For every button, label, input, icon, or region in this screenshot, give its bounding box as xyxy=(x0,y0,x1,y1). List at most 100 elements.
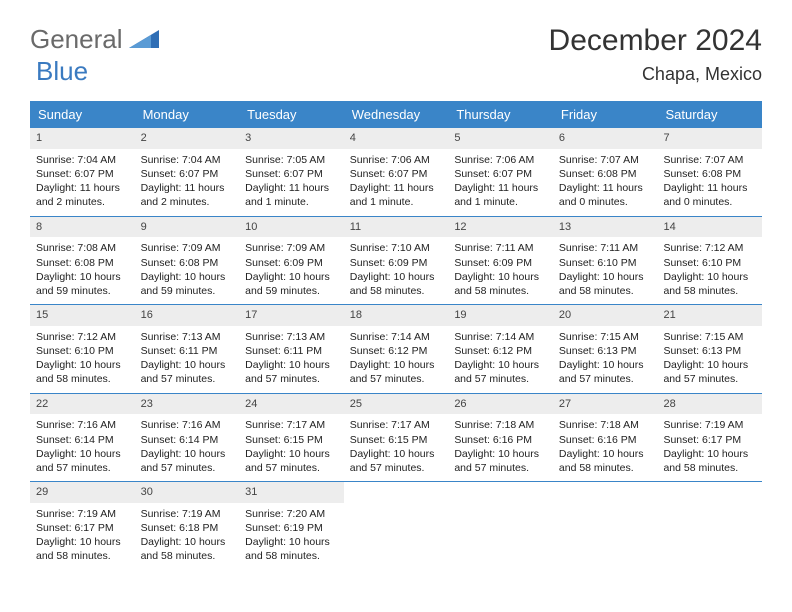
sunset-text: Sunset: 6:09 PM xyxy=(350,256,443,270)
day-number: 27 xyxy=(553,394,658,415)
sunset-text: Sunset: 6:15 PM xyxy=(350,433,443,447)
day-cell: 30Sunrise: 7:19 AMSunset: 6:18 PMDayligh… xyxy=(135,482,240,570)
day-body: Sunrise: 7:17 AMSunset: 6:15 PMDaylight:… xyxy=(239,414,344,481)
daylight-text: Daylight: 11 hours and 1 minute. xyxy=(454,181,547,209)
day-number: 19 xyxy=(448,305,553,326)
day-number: 17 xyxy=(239,305,344,326)
day-number: 24 xyxy=(239,394,344,415)
brand-triangle-icon xyxy=(129,26,159,53)
sunrise-text: Sunrise: 7:09 AM xyxy=(141,241,234,255)
sunset-text: Sunset: 6:17 PM xyxy=(36,521,129,535)
sunset-text: Sunset: 6:14 PM xyxy=(141,433,234,447)
day-body: Sunrise: 7:08 AMSunset: 6:08 PMDaylight:… xyxy=(30,237,135,304)
day-cell: 25Sunrise: 7:17 AMSunset: 6:15 PMDayligh… xyxy=(344,394,449,482)
weekday-header: Saturday xyxy=(657,101,762,128)
day-cell: 31Sunrise: 7:20 AMSunset: 6:19 PMDayligh… xyxy=(239,482,344,570)
daylight-text: Daylight: 10 hours and 57 minutes. xyxy=(350,447,443,475)
sunset-text: Sunset: 6:07 PM xyxy=(141,167,234,181)
day-cell: 9Sunrise: 7:09 AMSunset: 6:08 PMDaylight… xyxy=(135,217,240,305)
day-number: 10 xyxy=(239,217,344,238)
daylight-text: Daylight: 10 hours and 59 minutes. xyxy=(141,270,234,298)
day-cell: 1Sunrise: 7:04 AMSunset: 6:07 PMDaylight… xyxy=(30,128,135,216)
day-number: 30 xyxy=(135,482,240,503)
daylight-text: Daylight: 10 hours and 57 minutes. xyxy=(559,358,652,386)
sunrise-text: Sunrise: 7:19 AM xyxy=(663,418,756,432)
sunrise-text: Sunrise: 7:14 AM xyxy=(454,330,547,344)
day-number: 8 xyxy=(30,217,135,238)
brand-text-blue-wrap: Blue xyxy=(36,56,88,87)
daylight-text: Daylight: 10 hours and 57 minutes. xyxy=(245,447,338,475)
sunset-text: Sunset: 6:08 PM xyxy=(663,167,756,181)
daylight-text: Daylight: 11 hours and 1 minute. xyxy=(350,181,443,209)
sunrise-text: Sunrise: 7:17 AM xyxy=(350,418,443,432)
sunset-text: Sunset: 6:18 PM xyxy=(141,521,234,535)
day-number: 4 xyxy=(344,128,449,149)
daylight-text: Daylight: 10 hours and 59 minutes. xyxy=(36,270,129,298)
day-body: Sunrise: 7:11 AMSunset: 6:09 PMDaylight:… xyxy=(448,237,553,304)
sunset-text: Sunset: 6:15 PM xyxy=(245,433,338,447)
day-body: Sunrise: 7:18 AMSunset: 6:16 PMDaylight:… xyxy=(553,414,658,481)
day-body: Sunrise: 7:19 AMSunset: 6:17 PMDaylight:… xyxy=(657,414,762,481)
sunrise-text: Sunrise: 7:04 AM xyxy=(141,153,234,167)
day-cell: 28Sunrise: 7:19 AMSunset: 6:17 PMDayligh… xyxy=(657,394,762,482)
day-number: 20 xyxy=(553,305,658,326)
day-cell: 26Sunrise: 7:18 AMSunset: 6:16 PMDayligh… xyxy=(448,394,553,482)
day-cell xyxy=(448,482,553,570)
day-cell: 20Sunrise: 7:15 AMSunset: 6:13 PMDayligh… xyxy=(553,305,658,393)
sunset-text: Sunset: 6:07 PM xyxy=(350,167,443,181)
day-cell xyxy=(553,482,658,570)
header: General December 2024 Chapa, Mexico xyxy=(0,0,792,93)
weekday-header: Sunday xyxy=(30,101,135,128)
week-row: 1Sunrise: 7:04 AMSunset: 6:07 PMDaylight… xyxy=(30,128,762,217)
day-cell: 22Sunrise: 7:16 AMSunset: 6:14 PMDayligh… xyxy=(30,394,135,482)
sunrise-text: Sunrise: 7:08 AM xyxy=(36,241,129,255)
day-cell: 2Sunrise: 7:04 AMSunset: 6:07 PMDaylight… xyxy=(135,128,240,216)
day-cell: 13Sunrise: 7:11 AMSunset: 6:10 PMDayligh… xyxy=(553,217,658,305)
daylight-text: Daylight: 10 hours and 57 minutes. xyxy=(245,358,338,386)
daylight-text: Daylight: 10 hours and 58 minutes. xyxy=(559,447,652,475)
sunset-text: Sunset: 6:07 PM xyxy=(454,167,547,181)
sunrise-text: Sunrise: 7:13 AM xyxy=(245,330,338,344)
day-cell: 24Sunrise: 7:17 AMSunset: 6:15 PMDayligh… xyxy=(239,394,344,482)
sunset-text: Sunset: 6:13 PM xyxy=(663,344,756,358)
daylight-text: Daylight: 10 hours and 57 minutes. xyxy=(36,447,129,475)
day-cell xyxy=(344,482,449,570)
day-cell: 21Sunrise: 7:15 AMSunset: 6:13 PMDayligh… xyxy=(657,305,762,393)
day-cell: 18Sunrise: 7:14 AMSunset: 6:12 PMDayligh… xyxy=(344,305,449,393)
day-number: 3 xyxy=(239,128,344,149)
day-body: Sunrise: 7:14 AMSunset: 6:12 PMDaylight:… xyxy=(344,326,449,393)
weekday-header: Monday xyxy=(135,101,240,128)
sunrise-text: Sunrise: 7:16 AM xyxy=(36,418,129,432)
sunset-text: Sunset: 6:08 PM xyxy=(141,256,234,270)
day-number: 21 xyxy=(657,305,762,326)
day-body: Sunrise: 7:16 AMSunset: 6:14 PMDaylight:… xyxy=(135,414,240,481)
day-body: Sunrise: 7:14 AMSunset: 6:12 PMDaylight:… xyxy=(448,326,553,393)
day-cell: 15Sunrise: 7:12 AMSunset: 6:10 PMDayligh… xyxy=(30,305,135,393)
day-body: Sunrise: 7:05 AMSunset: 6:07 PMDaylight:… xyxy=(239,149,344,216)
sunrise-text: Sunrise: 7:16 AM xyxy=(141,418,234,432)
day-number: 12 xyxy=(448,217,553,238)
sunrise-text: Sunrise: 7:04 AM xyxy=(36,153,129,167)
day-number: 7 xyxy=(657,128,762,149)
brand-text-blue: Blue xyxy=(36,56,88,86)
day-cell: 17Sunrise: 7:13 AMSunset: 6:11 PMDayligh… xyxy=(239,305,344,393)
day-number: 1 xyxy=(30,128,135,149)
sunrise-text: Sunrise: 7:15 AM xyxy=(559,330,652,344)
day-number: 16 xyxy=(135,305,240,326)
daylight-text: Daylight: 11 hours and 0 minutes. xyxy=(559,181,652,209)
daylight-text: Daylight: 10 hours and 58 minutes. xyxy=(559,270,652,298)
sunset-text: Sunset: 6:10 PM xyxy=(559,256,652,270)
daylight-text: Daylight: 10 hours and 58 minutes. xyxy=(245,535,338,563)
daylight-text: Daylight: 10 hours and 57 minutes. xyxy=(454,358,547,386)
sunrise-text: Sunrise: 7:07 AM xyxy=(663,153,756,167)
sunrise-text: Sunrise: 7:19 AM xyxy=(36,507,129,521)
sunrise-text: Sunrise: 7:06 AM xyxy=(350,153,443,167)
sunrise-text: Sunrise: 7:18 AM xyxy=(454,418,547,432)
sunrise-text: Sunrise: 7:19 AM xyxy=(141,507,234,521)
day-body: Sunrise: 7:15 AMSunset: 6:13 PMDaylight:… xyxy=(553,326,658,393)
day-cell xyxy=(657,482,762,570)
day-number: 11 xyxy=(344,217,449,238)
sunset-text: Sunset: 6:12 PM xyxy=(350,344,443,358)
weekday-header: Tuesday xyxy=(239,101,344,128)
daylight-text: Daylight: 11 hours and 2 minutes. xyxy=(141,181,234,209)
